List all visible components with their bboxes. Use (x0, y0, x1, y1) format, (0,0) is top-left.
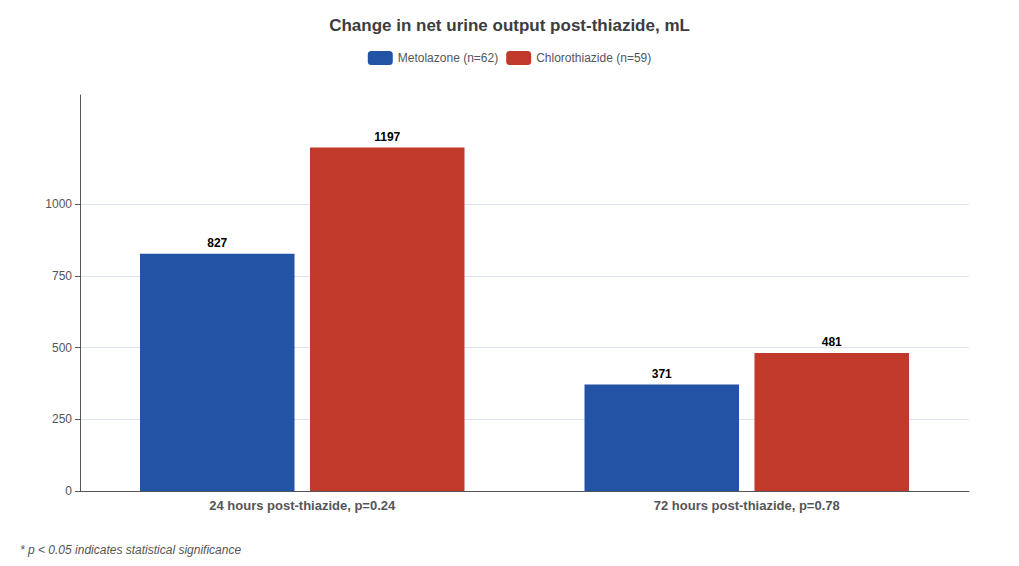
svg-text:371: 371 (652, 367, 672, 381)
svg-text:72 hours post-thiazide, p=0.78: 72 hours post-thiazide, p=0.78 (654, 498, 840, 513)
svg-text:0: 0 (65, 484, 72, 498)
svg-text:Metolazone (n=62): Metolazone (n=62) (398, 51, 498, 65)
svg-text:750: 750 (52, 269, 72, 283)
svg-text:1000: 1000 (45, 197, 72, 211)
svg-text:Change in net urine output pos: Change in net urine output post-thiazide… (329, 16, 690, 35)
svg-text:24 hours post-thiazide, p=0.24: 24 hours post-thiazide, p=0.24 (209, 498, 396, 513)
svg-text:250: 250 (52, 412, 72, 426)
svg-text:481: 481 (822, 335, 842, 349)
svg-text:1197: 1197 (374, 130, 400, 144)
svg-text:500: 500 (52, 341, 72, 355)
svg-text:* p < 0.05 indicates statistic: * p < 0.05 indicates statistical signifi… (20, 543, 241, 557)
svg-text:Chlorothiazide (n=59): Chlorothiazide (n=59) (536, 51, 651, 65)
svg-text:827: 827 (207, 236, 227, 250)
